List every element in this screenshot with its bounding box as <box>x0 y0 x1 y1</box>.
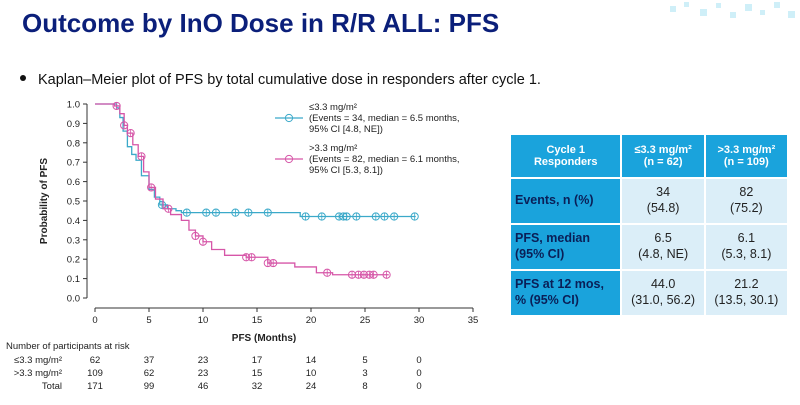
cell-12mo-low: 44.0 (31.0, 56.2) <box>622 271 704 315</box>
y-tick-label: 0.3 <box>67 235 80 246</box>
risk-cell: 32 <box>251 381 263 392</box>
legend-series-name: ≤3.3 mg/m² <box>309 102 357 113</box>
risk-cell: 171 <box>87 381 103 392</box>
risk-cell: 8 <box>362 381 368 392</box>
risk-cell: 17 <box>251 355 263 366</box>
y-tick-label: 0.0 <box>67 294 80 305</box>
x-tick-label: 5 <box>146 315 151 326</box>
table-row: PFS, median (95% CI) 6.5 (4.8, NE) 6.1 (5.3… <box>511 225 787 269</box>
legend-detail: 95% CI [4.8, NE]) <box>309 124 383 135</box>
risk-cell: 15 <box>251 368 263 379</box>
cell-median-high: 6.1 (5.3, 8.1) <box>705 225 787 269</box>
y-tick-label: 0.5 <box>67 197 80 208</box>
risk-cell: 99 <box>143 381 155 392</box>
x-tick-label: 0 <box>92 315 97 326</box>
risk-cell: 23 <box>197 355 209 366</box>
x-tick-label: 25 <box>360 315 371 326</box>
risk-cell: 24 <box>305 381 317 392</box>
risk-cell: 0 <box>416 355 422 366</box>
legend-marker <box>284 113 294 123</box>
y-tick-label: 0.7 <box>67 158 80 169</box>
cell-12mo-high: 21.2 (13.5, 30.1) <box>705 271 787 315</box>
risk-cell: 0 <box>416 368 422 379</box>
y-axis-label: Probability of PFS <box>39 158 50 244</box>
risk-cell: 37 <box>143 355 155 366</box>
header-high-dose: >3.3 mg/m² (n = 109) <box>705 135 787 177</box>
bullet-text: Kaplan–Meier plot of PFS by total cumula… <box>20 72 541 88</box>
risk-row-label: Total <box>41 381 62 392</box>
row-label-events: Events, n (%) <box>511 179 621 223</box>
risk-cell: 62 <box>143 368 155 379</box>
risk-row-label: >3.3 mg/m² <box>13 368 62 379</box>
legend-detail: (Events = 34, median = 6.5 months, <box>309 113 460 124</box>
risk-cell: 46 <box>197 381 209 392</box>
legend-detail: (Events = 82, median = 6.1 months, <box>309 154 460 165</box>
risk-cell: 0 <box>416 381 422 392</box>
slide-title: Outcome by InO Dose in R/R ALL: PFS <box>22 8 500 38</box>
responders-table: Cycle 1 Responders ≤3.3 mg/m² (n = 62) >3.… <box>509 133 789 317</box>
y-tick-label: 0.8 <box>67 138 80 149</box>
risk-cell: 3 <box>362 368 368 379</box>
y-tick-label: 0.1 <box>67 274 80 285</box>
risk-cell: 14 <box>305 355 317 366</box>
risk-cell: 10 <box>305 368 317 379</box>
cell-events-low: 34 (54.8) <box>622 179 704 223</box>
risk-cell: 109 <box>87 368 103 379</box>
table-row: Events, n (%) 34 (54.8) 82 (75.2) <box>511 179 787 223</box>
y-tick-label: 0.2 <box>67 255 80 266</box>
x-tick-label: 20 <box>306 315 317 326</box>
x-tick-label: 35 <box>468 315 479 326</box>
risk-cell: 62 <box>89 355 101 366</box>
x-tick-label: 30 <box>414 315 425 326</box>
legend-detail: 95% CI [5.3, 8.1]) <box>309 165 383 176</box>
risk-row-label: ≤3.3 mg/m² <box>14 355 62 366</box>
x-tick-label: 10 <box>198 315 209 326</box>
risk-table-title: Number of participants at risk <box>6 341 130 352</box>
y-tick-label: 0.4 <box>67 216 80 227</box>
table-header-row: Cycle 1 Responders ≤3.3 mg/m² (n = 62) >3.… <box>511 135 787 177</box>
header-cycle1: Cycle 1 Responders <box>511 135 621 177</box>
risk-cell: 5 <box>362 355 368 366</box>
bullet-label: Kaplan–Meier plot of PFS by total cumula… <box>38 72 541 88</box>
row-label-median: PFS, median (95% CI) <box>511 225 621 269</box>
cell-median-low: 6.5 (4.8, NE) <box>622 225 704 269</box>
y-tick-label: 0.6 <box>67 177 80 188</box>
header-low-dose: ≤3.3 mg/m² (n = 62) <box>622 135 704 177</box>
row-label-12mo: PFS at 12 mos,% (95% CI) <box>511 271 621 315</box>
series-line-low-dose <box>95 103 416 218</box>
risk-cell: 23 <box>197 368 209 379</box>
x-axis-label: PFS (Months) <box>232 333 296 344</box>
legend-marker <box>284 154 294 164</box>
y-tick-label: 0.9 <box>67 119 80 130</box>
y-tick-label: 1.0 <box>67 100 80 111</box>
cell-events-high: 82 (75.2) <box>705 179 787 223</box>
legend-series-name: >3.3 mg/m² <box>309 143 357 154</box>
table-row: PFS at 12 mos,% (95% CI) 44.0 (31.0, 56.2… <box>511 271 787 315</box>
x-tick-label: 15 <box>252 315 263 326</box>
corner-decoration <box>670 2 795 18</box>
bullet-dot <box>20 75 26 82</box>
